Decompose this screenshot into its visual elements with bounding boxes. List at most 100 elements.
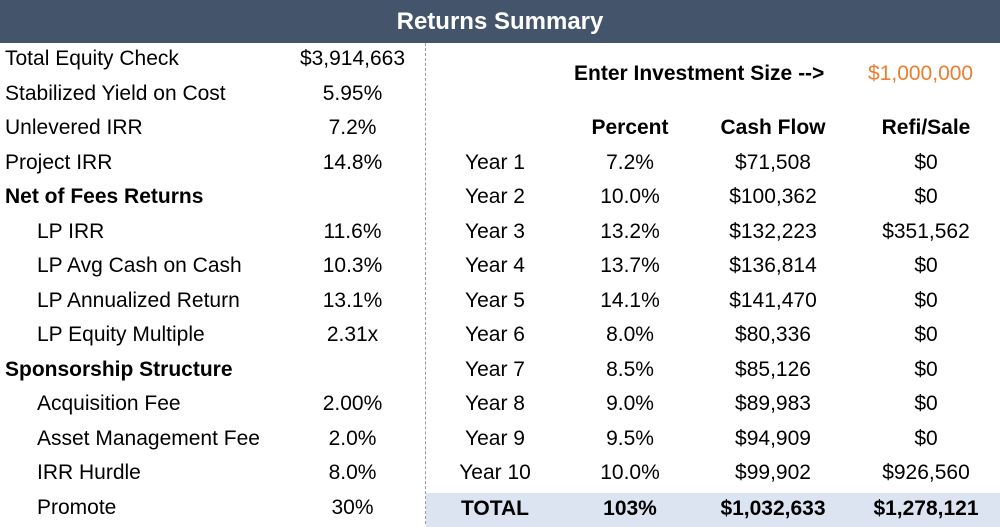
percent-cell: Percent [574, 116, 686, 140]
refi-sale-cell: $0 [852, 323, 1000, 347]
metric-row: LP IRR 11.6% [0, 216, 425, 251]
metric-label: Stabilized Yield on Cost [5, 82, 226, 106]
metric-label: LP Annualized Return [37, 289, 240, 313]
table-row: Year 5 14.1% $141,470$0 [426, 285, 1000, 320]
cash-flow-cell: $99,902 [694, 461, 852, 485]
metric-row: Acquisition Fee 2.00% [0, 388, 425, 423]
refi-sale-cell: $0 [852, 392, 1000, 416]
metric-label: Net of Fees Returns [5, 185, 203, 209]
metric-value: 11.6% [290, 220, 415, 244]
metric-row: Promote 30% [0, 492, 425, 527]
metric-value: 5.95% [290, 82, 415, 106]
metric-value: 7.2% [290, 116, 415, 140]
metric-label: IRR Hurdle [37, 461, 141, 485]
metric-value: 13.1% [290, 289, 415, 313]
metric-row: Unlevered IRR 7.2% [0, 112, 425, 147]
returns-summary-title: Returns Summary [0, 0, 1000, 43]
metric-row: Net of Fees Returns [0, 181, 425, 216]
year-cell: Year 5 [440, 289, 550, 313]
metric-row: Stabilized Yield on Cost 5.95% [0, 78, 425, 113]
cash-flow-cell: $1,032,633 [694, 497, 852, 521]
table-row: Year 3 13.2% $132,223$351,562 [426, 216, 1000, 251]
refi-sale-cell: $0 [852, 151, 1000, 175]
metric-row: LP Equity Multiple 2.31x [0, 319, 425, 354]
table-row: Year 7 8.5% $85,126$0 [426, 354, 1000, 389]
metric-label: Project IRR [5, 151, 112, 175]
metric-label: Acquisition Fee [37, 392, 181, 416]
percent-cell: 7.2% [574, 151, 686, 175]
refi-sale-cell: $0 [852, 254, 1000, 278]
table-row: Year 2 10.0% $100,362$0 [426, 181, 1000, 216]
metric-value: 2.31x [290, 323, 415, 347]
table-row: Year 4 13.7% $136,814$0 [426, 250, 1000, 285]
refi-sale-cell: $0 [852, 185, 1000, 209]
year-cell: Year 9 [440, 427, 550, 451]
percent-cell: 13.7% [574, 254, 686, 278]
investment-size-input[interactable]: $1,000,000 [868, 62, 973, 92]
cash-flow-cell: $100,362 [694, 185, 852, 209]
percent-cell: 103% [574, 497, 686, 521]
refi-sale-cell: $0 [852, 289, 1000, 313]
percent-cell: 8.0% [574, 323, 686, 347]
table-row: Year 8 9.0% $89,983$0 [426, 388, 1000, 423]
percent-cell: 8.5% [574, 358, 686, 382]
metric-label: Sponsorship Structure [5, 358, 233, 382]
table-row: Year 10 10.0% $99,902$926,560 [426, 457, 1000, 492]
metric-value: 8.0% [290, 461, 415, 485]
refi-sale-cell: $1,278,121 [852, 497, 1000, 521]
percent-cell: 10.0% [574, 185, 686, 209]
metric-label: Total Equity Check [5, 47, 179, 71]
cash-flow-cell: $89,983 [694, 392, 852, 416]
percent-cell: 9.5% [574, 427, 686, 451]
refi-sale-cell: $0 [852, 358, 1000, 382]
metric-value: $3,914,663 [290, 47, 415, 71]
cash-flow-cell: $141,470 [694, 289, 852, 313]
percent-cell: 10.0% [574, 461, 686, 485]
table-row: Year 1 7.2% $71,508$0 [426, 147, 1000, 182]
refi-sale-cell: $926,560 [852, 461, 1000, 485]
cash-flow-cell: $80,336 [694, 323, 852, 347]
metric-value: 14.8% [290, 151, 415, 175]
metric-label: LP IRR [37, 220, 104, 244]
year-cell: Year 2 [440, 185, 550, 209]
metric-label: Unlevered IRR [5, 116, 143, 140]
metric-row: Total Equity Check $3,914,663 [0, 43, 425, 78]
cash-flow-cell: $85,126 [694, 358, 852, 382]
metric-row: LP Avg Cash on Cash 10.3% [0, 250, 425, 285]
refi-sale-cell: $351,562 [852, 220, 1000, 244]
metric-value: 10.3% [290, 254, 415, 278]
metric-label: LP Equity Multiple [37, 323, 205, 347]
cash-flow-cell: Cash Flow [694, 116, 852, 140]
year-cell: Year 3 [440, 220, 550, 244]
cash-flow-cell: $71,508 [694, 151, 852, 175]
year-cell: Year 10 [440, 461, 550, 485]
percent-cell: 13.2% [574, 220, 686, 244]
returns-metrics-panel: Total Equity Check $3,914,663 Stabilized Y… [0, 43, 425, 526]
year-cell: Year 8 [440, 392, 550, 416]
table-row: Year 6 8.0% $80,336$0 [426, 319, 1000, 354]
cash-flow-cell: $94,909 [694, 427, 852, 451]
metric-value: 2.00% [290, 392, 415, 416]
cash-flow-cell: $136,814 [694, 254, 852, 278]
refi-sale-cell: $0 [852, 427, 1000, 451]
investment-size-label: Enter Investment Size --> [574, 62, 824, 92]
year-cell: Year 1 [440, 151, 550, 175]
metric-row: LP Annualized Return 13.1% [0, 285, 425, 320]
year-cell: Year 6 [440, 323, 550, 347]
cash-flow-cell: $132,223 [694, 220, 852, 244]
year-cell: Year 4 [440, 254, 550, 278]
refi-sale-cell: Refi/Sale [852, 116, 1000, 140]
metric-row: Sponsorship Structure [0, 354, 425, 389]
metric-value: 30% [290, 496, 415, 520]
percent-cell: 9.0% [574, 392, 686, 416]
metric-row: IRR Hurdle 8.0% [0, 457, 425, 492]
year-cell: Year 7 [440, 358, 550, 382]
metric-row: Project IRR 14.8% [0, 147, 425, 182]
metric-label: Asset Management Fee [37, 427, 260, 451]
metric-label: Promote [37, 496, 116, 520]
percent-cell: 14.1% [574, 289, 686, 313]
metric-label: LP Avg Cash on Cash [37, 254, 242, 278]
